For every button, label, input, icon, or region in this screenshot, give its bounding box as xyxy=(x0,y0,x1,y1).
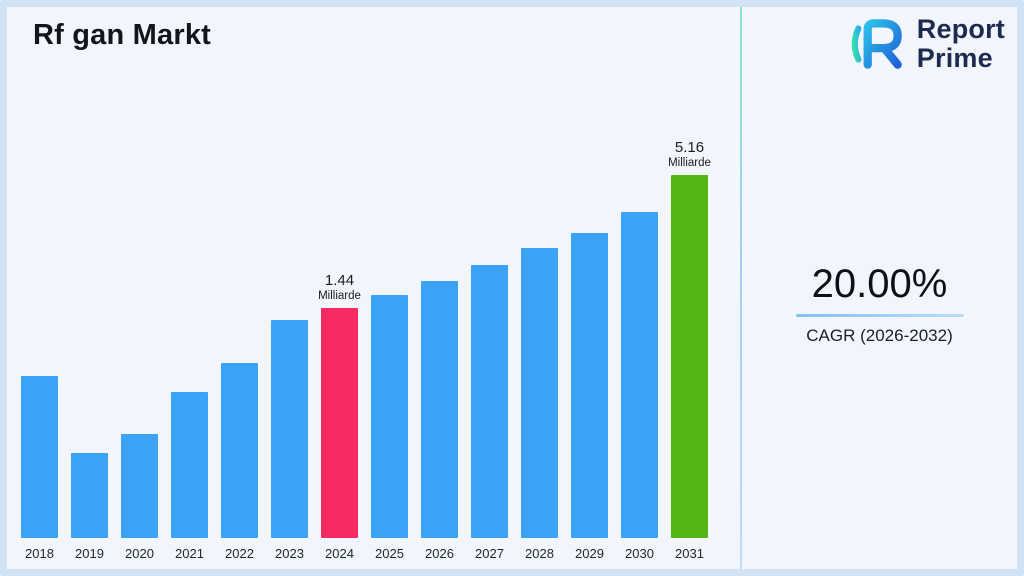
bar-column-2022: 2022 xyxy=(221,101,258,561)
vertical-divider xyxy=(740,7,742,569)
x-tick-2027: 2027 xyxy=(475,546,504,561)
logo-text-prime: Prime xyxy=(916,43,993,74)
stat-underline xyxy=(795,314,964,317)
bar-2029 xyxy=(571,233,608,538)
bar-2023 xyxy=(271,320,308,538)
x-tick-2020: 2020 xyxy=(125,546,154,561)
bar-2028 xyxy=(521,248,558,538)
bar-unit-label-2024: Milliarde xyxy=(318,290,361,302)
x-tick-2030: 2030 xyxy=(625,546,654,561)
x-tick-2018: 2018 xyxy=(25,546,54,561)
bar-2024 xyxy=(321,308,358,538)
bar-column-2019: 2019 xyxy=(71,101,108,561)
bar-column-2031: 5.16 Milliarde 2031 xyxy=(668,101,711,561)
right-panel: Report Prime 20.00% CAGR (2026-2032) xyxy=(742,7,1017,569)
logo-wordmark: Report Prime xyxy=(916,14,1005,74)
page-title: Rf gan Markt xyxy=(33,19,212,51)
bar-2018 xyxy=(21,376,58,538)
bar-2021 xyxy=(171,392,208,538)
bar-column-2026: 2026 xyxy=(421,101,458,561)
x-tick-2028: 2028 xyxy=(525,546,554,561)
cagr-label: CAGR (2026-2032) xyxy=(806,326,953,345)
x-tick-2021: 2021 xyxy=(175,546,204,561)
logo-text-report: Report xyxy=(916,14,1005,44)
bar-chart: 2018 2019 2020 2021 2022 2023 1.44 Milliarde 202… xyxy=(21,101,711,561)
bar-2027 xyxy=(471,265,508,538)
x-tick-2026: 2026 xyxy=(425,546,454,561)
bar-2031 xyxy=(671,175,708,538)
x-tick-2023: 2023 xyxy=(275,546,304,561)
bar-column-2020: 2020 xyxy=(121,101,158,561)
x-tick-2025: 2025 xyxy=(375,546,404,561)
bar-unit-label-2031: Milliarde xyxy=(668,157,711,169)
x-tick-2029: 2029 xyxy=(575,546,604,561)
bar-column-2025: 2025 xyxy=(371,101,408,561)
bar-column-2023: 2023 xyxy=(271,101,308,561)
bar-value-label-2024: 1.44 xyxy=(324,272,355,289)
bar-column-2030: 2030 xyxy=(621,101,658,561)
cagr-value: 20.00% xyxy=(811,262,948,306)
brand-logo: Report Prime xyxy=(846,14,1005,74)
bar-column-2029: 2029 xyxy=(571,101,608,561)
bar-2019 xyxy=(71,453,108,538)
cagr-stat-block: 20.00% CAGR (2026-2032) xyxy=(742,262,1017,346)
bar-value-label-2031: 5.16 xyxy=(674,139,705,156)
bar-column-2028: 2028 xyxy=(521,101,558,561)
bar-column-2018: 2018 xyxy=(21,101,58,561)
bar-2020 xyxy=(121,434,158,538)
bar-column-2024: 1.44 Milliarde 2024 xyxy=(318,101,361,561)
report-prime-logo-icon xyxy=(851,19,902,69)
bar-column-2027: 2027 xyxy=(471,101,508,561)
bar-2030 xyxy=(621,212,658,538)
bar-2022 xyxy=(221,363,258,538)
bar-2025 xyxy=(371,295,408,538)
x-tick-2024: 2024 xyxy=(325,546,354,561)
bar-column-2021: 2021 xyxy=(171,101,208,561)
x-tick-2022: 2022 xyxy=(225,546,254,561)
bar-2026 xyxy=(421,281,458,538)
x-tick-2019: 2019 xyxy=(75,546,104,561)
x-tick-2031: 2031 xyxy=(675,546,704,561)
